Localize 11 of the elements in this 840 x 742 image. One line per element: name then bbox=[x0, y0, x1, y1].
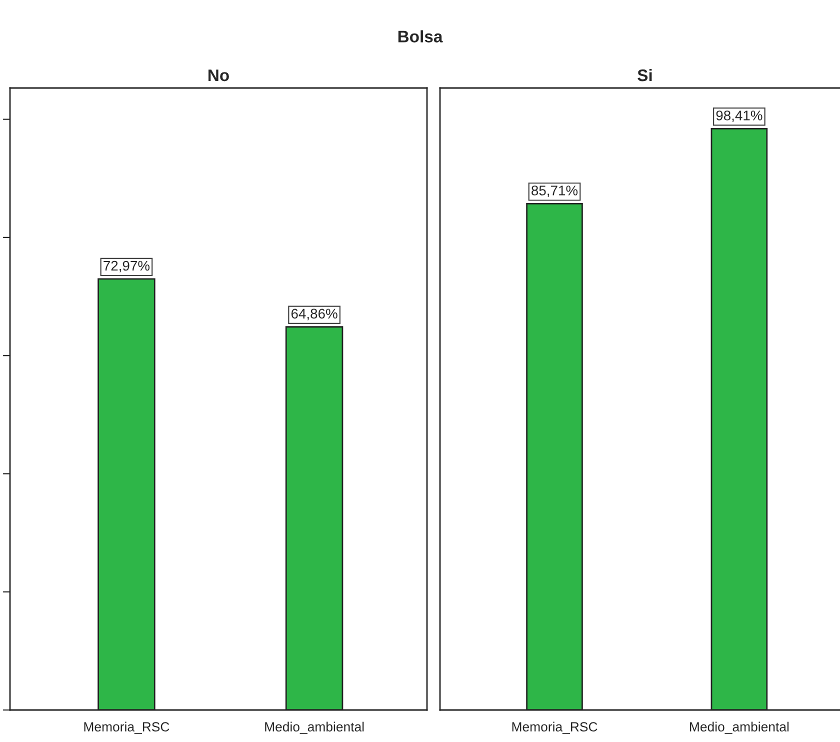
data-label: 64,86% bbox=[291, 308, 338, 320]
x-tick-label: Medio_ambiental bbox=[265, 722, 364, 734]
data-label: 72,97% bbox=[104, 260, 150, 272]
x-tick-label: Memoria_RSC bbox=[512, 722, 598, 734]
data-label: 85,71% bbox=[532, 186, 578, 198]
text: Bolsa bbox=[398, 30, 443, 42]
x-tick-label: Medio_ambiental bbox=[690, 722, 789, 734]
chart-title: No bbox=[208, 70, 229, 82]
x-tick-label: Memoria_RSC bbox=[84, 722, 170, 734]
chart-title: Si bbox=[638, 68, 652, 82]
data-label: 98,41% bbox=[716, 110, 762, 122]
